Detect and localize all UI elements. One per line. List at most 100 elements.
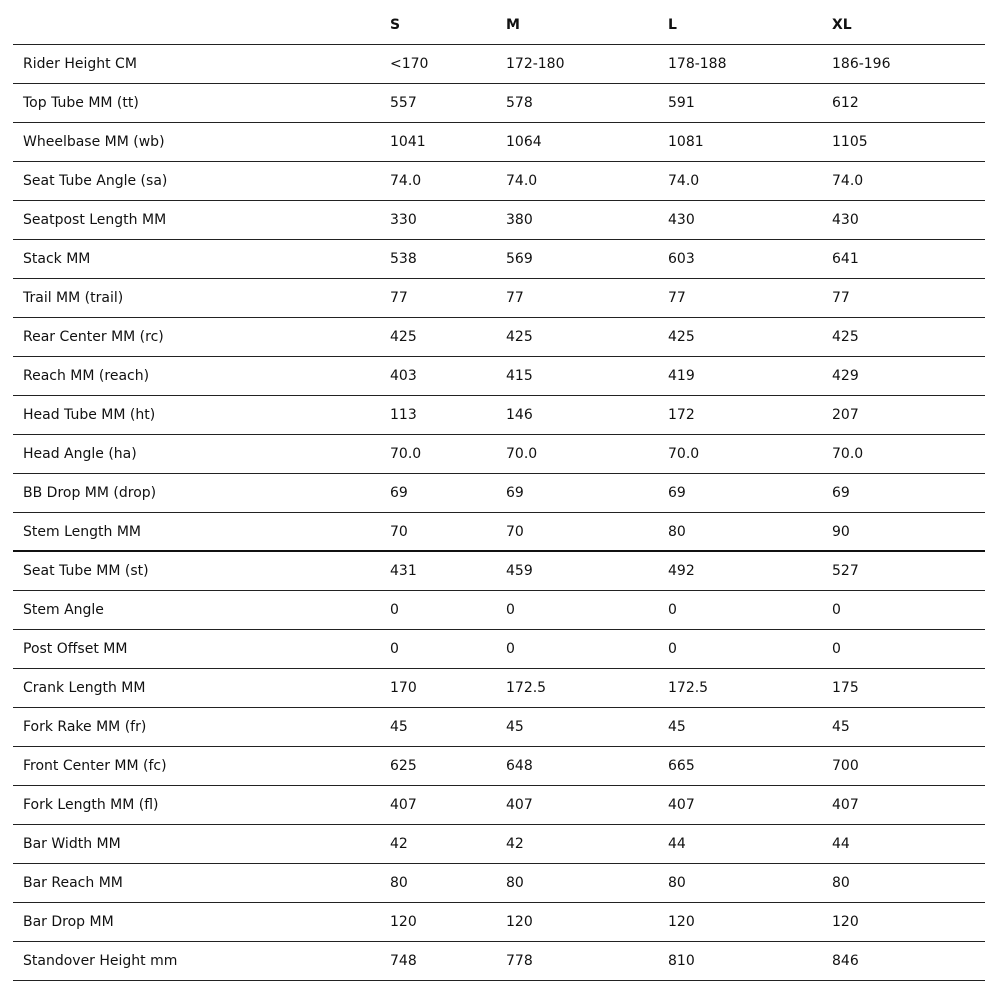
cell-value: 74.0 <box>668 173 700 189</box>
cell-value: 603 <box>668 251 695 267</box>
cell-value: 641 <box>832 251 859 267</box>
cell-value: 77 <box>668 290 686 306</box>
cell-value: 170 <box>390 680 417 696</box>
cell-value: 425 <box>506 329 533 345</box>
row-label: Standover Height mm <box>23 953 178 969</box>
cell-value: 403 <box>390 368 417 384</box>
cell-value: 44 <box>832 836 850 852</box>
cell-value: 80 <box>506 875 524 891</box>
cell-value: 569 <box>506 251 533 267</box>
row-label: Seat Tube MM (st) <box>23 563 149 579</box>
cell-value: 1041 <box>390 134 426 150</box>
row-label: Post Offset MM <box>23 641 128 657</box>
cell-value: 0 <box>832 641 841 657</box>
cell-value: 612 <box>832 95 859 111</box>
cell-value: 0 <box>832 602 841 618</box>
cell-value: 430 <box>668 212 695 228</box>
cell-value: 77 <box>506 290 524 306</box>
cell-value: 0 <box>506 602 515 618</box>
cell-value: 407 <box>668 797 695 813</box>
cell-value: 492 <box>668 563 695 579</box>
cell-value: 69 <box>832 485 850 501</box>
cell-value: 407 <box>390 797 417 813</box>
cell-value: 846 <box>832 953 859 969</box>
cell-value: 44 <box>668 836 686 852</box>
table-row: Standover Height mm 748 778 810 846 <box>13 942 985 981</box>
row-label: Fork Length MM (fl) <box>23 797 159 813</box>
row-label: Wheelbase MM (wb) <box>23 134 165 150</box>
row-label: Fork Rake MM (fr) <box>23 719 147 735</box>
cell-value: 74.0 <box>506 173 538 189</box>
cell-value: 1081 <box>668 134 704 150</box>
row-label: Front Center MM (fc) <box>23 758 167 774</box>
cell-value: 810 <box>668 953 695 969</box>
cell-value: <170 <box>390 56 429 72</box>
cell-value: 80 <box>832 875 850 891</box>
cell-value: 74.0 <box>832 173 864 189</box>
row-label: Bar Width MM <box>23 836 121 852</box>
cell-value: 90 <box>832 523 850 540</box>
cell-value: 178-188 <box>668 56 727 72</box>
column-header: XL <box>832 17 852 33</box>
table-row: Fork Length MM (fl) 407 407 407 407 <box>13 786 985 825</box>
cell-value: 70.0 <box>832 446 864 462</box>
row-label: Bar Reach MM <box>23 875 123 891</box>
table-row: Crank Length MM 170 172.5 172.5 175 <box>13 669 985 708</box>
cell-value: 70.0 <box>390 446 422 462</box>
cell-value: 425 <box>832 329 859 345</box>
row-label: Reach MM (reach) <box>23 368 150 384</box>
cell-value: 330 <box>390 212 417 228</box>
table-row: Front Center MM (fc) 625 648 665 700 <box>13 747 985 786</box>
row-label: Head Tube MM (ht) <box>23 407 156 423</box>
cell-value: 45 <box>832 719 850 735</box>
row-label: Top Tube MM (tt) <box>23 95 139 111</box>
geometry-table: S M L XL Rider Height CM <170 172-180 178-188 18… <box>13 0 985 981</box>
cell-value: 1064 <box>506 134 542 150</box>
row-label: Bar Drop MM <box>23 914 114 930</box>
cell-value: 113 <box>390 407 417 423</box>
cell-value: 80 <box>668 523 686 540</box>
table-row: Head Angle (ha) 70.0 70.0 70.0 70.0 <box>13 435 985 474</box>
cell-value: 70.0 <box>668 446 700 462</box>
cell-value: 69 <box>668 485 686 501</box>
cell-value: 625 <box>390 758 417 774</box>
cell-value: 429 <box>832 368 859 384</box>
cell-value: 1105 <box>832 134 868 150</box>
table-row: Top Tube MM (tt) 557 578 591 612 <box>13 84 985 123</box>
cell-value: 120 <box>506 914 533 930</box>
cell-value: 172.5 <box>668 680 709 696</box>
cell-value: 527 <box>832 563 859 579</box>
cell-value: 538 <box>390 251 417 267</box>
table-row: Stem Length MM 70 70 80 90 <box>13 513 985 552</box>
cell-value: 0 <box>668 602 677 618</box>
table-row: Bar Width MM 42 42 44 44 <box>13 825 985 864</box>
column-header: M <box>506 17 520 33</box>
row-label: Rider Height CM <box>23 56 137 72</box>
table-row: Post Offset MM 0 0 0 0 <box>13 630 985 669</box>
cell-value: 778 <box>506 953 533 969</box>
cell-value: 146 <box>506 407 533 423</box>
cell-value: 70.0 <box>506 446 538 462</box>
cell-value: 700 <box>832 758 859 774</box>
table-row: Stack MM 538 569 603 641 <box>13 240 985 279</box>
row-label: BB Drop MM (drop) <box>23 485 157 501</box>
cell-value: 70 <box>506 523 524 540</box>
table-row: Wheelbase MM (wb) 1041 1064 1081 1105 <box>13 123 985 162</box>
table-row: Trail MM (trail) 77 77 77 77 <box>13 279 985 318</box>
table-row: Rider Height CM <170 172-180 178-188 186-196 <box>13 45 985 84</box>
cell-value: 425 <box>390 329 417 345</box>
row-label: Stem Angle <box>23 602 104 618</box>
row-label: Stack MM <box>23 251 91 267</box>
cell-value: 69 <box>390 485 408 501</box>
cell-value: 557 <box>390 95 417 111</box>
cell-value: 70 <box>390 523 408 540</box>
table-row: Reach MM (reach) 403 415 419 429 <box>13 357 985 396</box>
row-label: Rear Center MM (rc) <box>23 329 164 345</box>
cell-value: 415 <box>506 368 533 384</box>
cell-value: 69 <box>506 485 524 501</box>
cell-value: 0 <box>390 641 399 657</box>
table-row: Rear Center MM (rc) 425 425 425 425 <box>13 318 985 357</box>
row-label: Crank Length MM <box>23 680 146 696</box>
cell-value: 0 <box>668 641 677 657</box>
